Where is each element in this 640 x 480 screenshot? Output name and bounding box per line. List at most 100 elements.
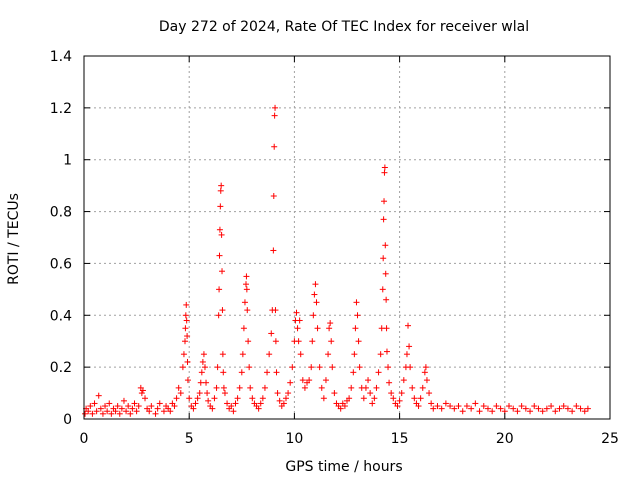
data-point — [480, 403, 487, 410]
data-point — [243, 286, 250, 293]
y-axis-label: ROTI / TECUs — [6, 193, 22, 285]
data-point — [527, 408, 534, 415]
data-point — [203, 379, 210, 386]
data-point — [272, 307, 279, 314]
data-point — [95, 392, 102, 399]
data-point — [108, 410, 115, 417]
data-point — [341, 403, 348, 410]
data-point — [216, 286, 223, 293]
data-point — [85, 408, 92, 415]
plot-frame — [83, 55, 611, 420]
data-point — [217, 187, 224, 194]
data-point — [228, 403, 235, 410]
data-point — [211, 395, 218, 402]
data-point — [294, 325, 301, 332]
data-point — [430, 405, 437, 412]
data-point — [352, 325, 359, 332]
data-point — [99, 410, 106, 417]
data-point — [421, 369, 428, 376]
data-point — [316, 364, 323, 371]
data-point — [175, 384, 182, 391]
data-point — [369, 400, 376, 407]
data-point — [271, 143, 278, 150]
data-point — [196, 390, 203, 397]
data-point — [322, 377, 329, 384]
data-point — [87, 403, 94, 410]
data-point — [192, 400, 199, 407]
data-point — [183, 317, 190, 324]
y-tick-label: 1.2 — [50, 101, 72, 117]
data-point — [240, 325, 247, 332]
data-point — [309, 338, 316, 345]
data-point — [381, 169, 388, 176]
data-points — [82, 104, 591, 417]
data-point — [417, 395, 424, 402]
data-point — [455, 403, 462, 410]
data-point — [209, 405, 216, 412]
data-point — [584, 405, 591, 412]
data-point — [382, 242, 389, 249]
data-point — [400, 377, 407, 384]
data-point — [152, 410, 159, 417]
data-point — [244, 307, 251, 314]
data-point — [186, 395, 193, 402]
data-point — [264, 369, 271, 376]
data-point — [394, 403, 401, 410]
data-point — [379, 286, 386, 293]
data-point — [184, 358, 191, 365]
data-point — [373, 384, 380, 391]
data-point — [310, 312, 317, 319]
data-point — [271, 112, 278, 119]
data-point — [434, 403, 441, 410]
data-point — [350, 369, 357, 376]
data-point — [510, 405, 517, 412]
data-point — [447, 403, 454, 410]
data-point — [272, 338, 279, 345]
y-tick-label: 1 — [63, 153, 72, 169]
data-point — [82, 410, 89, 417]
data-point — [459, 408, 466, 415]
data-point — [484, 405, 491, 412]
data-point — [442, 400, 449, 407]
data-point — [220, 369, 227, 376]
data-point — [295, 338, 302, 345]
data-point — [218, 231, 225, 238]
data-point — [383, 296, 390, 303]
data-point — [375, 369, 382, 376]
data-point — [219, 351, 226, 358]
data-point — [182, 312, 189, 319]
data-point — [257, 400, 264, 407]
data-point — [120, 397, 127, 404]
data-point — [183, 301, 190, 308]
data-point — [360, 395, 367, 402]
data-point — [266, 351, 273, 358]
data-point — [243, 281, 250, 288]
x-tick-label: 15 — [391, 431, 409, 447]
data-point — [403, 351, 410, 358]
data-point — [184, 377, 191, 384]
data-point — [204, 390, 211, 397]
data-point — [148, 403, 155, 410]
data-point — [380, 255, 387, 262]
data-point — [365, 377, 372, 384]
data-point — [539, 408, 546, 415]
data-point — [160, 408, 167, 415]
data-point — [239, 351, 246, 358]
data-point — [104, 408, 111, 415]
data-point — [184, 333, 191, 340]
data-point — [246, 364, 253, 371]
data-point — [114, 403, 121, 410]
data-point — [296, 317, 303, 324]
data-point — [428, 400, 435, 407]
data-point — [438, 405, 445, 412]
data-point — [396, 397, 403, 404]
data-point — [535, 405, 542, 412]
data-point — [422, 364, 429, 371]
data-point — [388, 390, 395, 397]
y-tick-label: 0.2 — [50, 360, 72, 376]
data-point — [201, 364, 208, 371]
data-point — [301, 384, 308, 391]
data-point — [241, 299, 248, 306]
data-point — [112, 408, 119, 415]
chart-title: Day 272 of 2024, Rate Of TEC Index for r… — [159, 19, 529, 35]
